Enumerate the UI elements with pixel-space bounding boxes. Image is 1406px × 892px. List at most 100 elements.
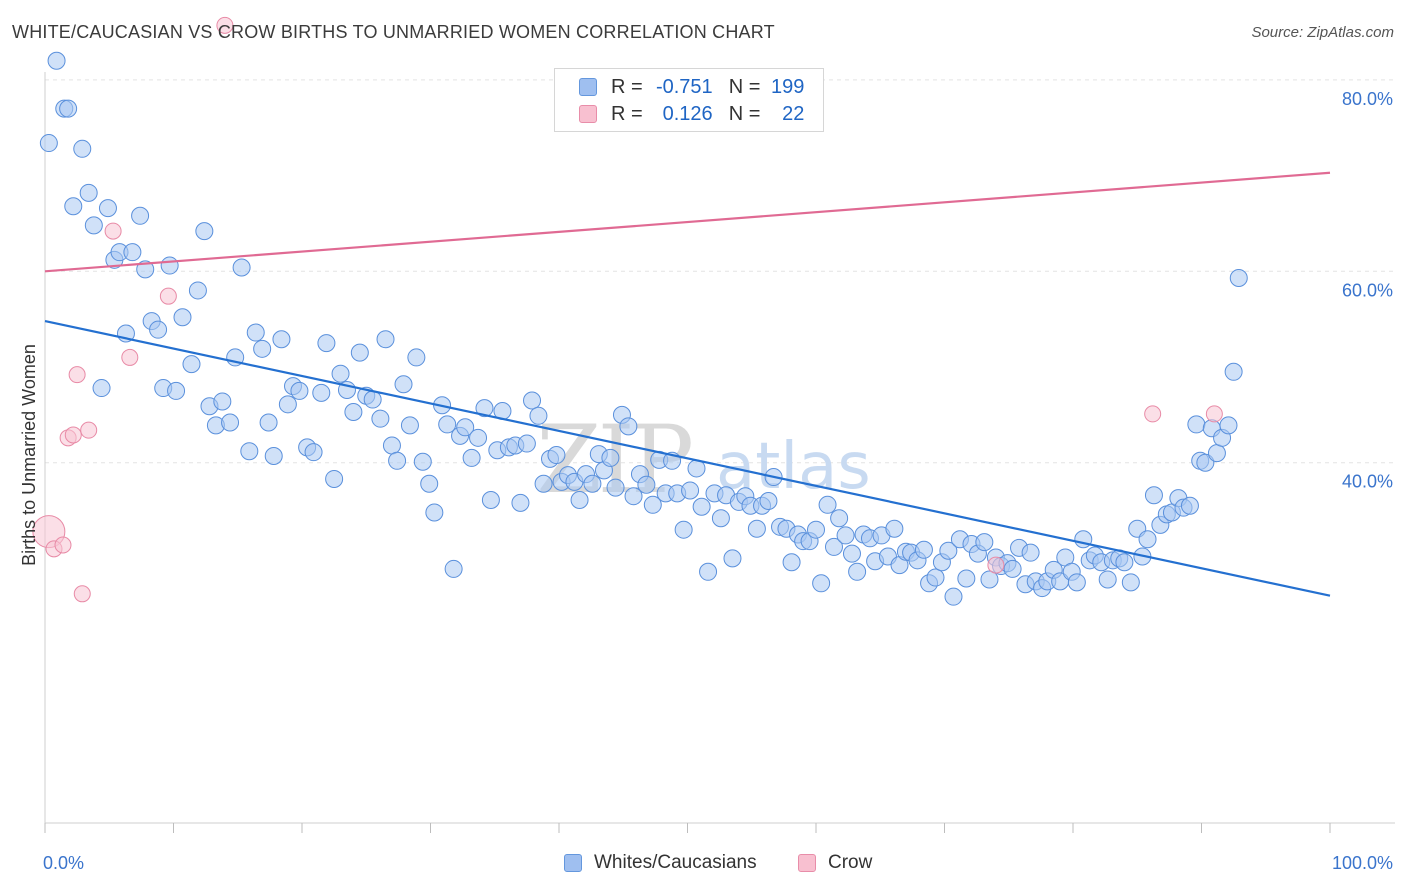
point-whites [413,452,432,471]
point-whites [400,416,419,435]
point-whites [848,562,867,581]
point-whites [149,320,168,339]
legend-r-label: R = [611,75,643,98]
point-whites [547,446,566,465]
legend-swatch-whites [579,78,597,96]
series-legend-label-whites: Whites/Caucasians [594,852,757,873]
point-whites [331,364,350,383]
point-whites [290,381,309,400]
point-whites [39,134,58,153]
point-whites [475,399,494,418]
legend-row-whites: R = -0.751 N = 199 [579,74,804,100]
point-whites [195,222,214,241]
axes: 40.0%60.0%80.0%100.0%0.0%100.0% [43,72,1395,873]
point-whites [711,509,730,528]
point-whites [47,51,66,70]
point-crow [68,366,86,384]
point-whites [73,139,92,158]
chart-title: WHITE/CAUCASIAN VS CROW BIRTHS TO UNMARR… [12,22,775,42]
point-whites [79,183,98,202]
stats-legend: R = -0.751 N = 199 R = 0.126 N = 22 [554,68,824,132]
point-crow [73,585,91,603]
series-legend-swatch-crow [798,854,816,872]
legend-r-label: R = [611,102,643,125]
point-whites [1229,268,1248,287]
legend-swatch-crow [579,105,597,123]
point-whites [173,308,192,327]
y-tick-label: 40.0% [1342,472,1393,492]
point-whites [213,392,232,411]
point-whites [444,559,463,578]
point-whites [681,481,700,500]
point-whites [325,469,344,488]
series-legend-label-crow: Crow [828,852,873,873]
point-whites [723,549,742,568]
point-whites [692,497,711,516]
legend-r-value-crow: 0.126 [662,102,713,125]
point-whites [407,348,426,367]
trendline-whites [44,319,1331,597]
point-whites [98,199,117,218]
point-whites [807,520,825,539]
point-whites [583,474,602,493]
point-whites [926,568,945,587]
point-whites [1067,573,1086,592]
point-whites [529,406,548,425]
series-legend: Whites/Caucasians Crow [0,852,1406,876]
point-whites [317,334,336,353]
data-points [32,16,1248,606]
point-whites [221,413,240,432]
y-tick-label: 80.0% [1342,89,1393,109]
series-legend-whites[interactable]: Whites/Caucasians [564,852,757,874]
point-whites [1144,486,1163,505]
point-whites [1180,496,1199,515]
point-whites [957,569,976,588]
point-whites [674,520,693,539]
point-whites [246,323,265,342]
point-whites [914,540,933,559]
point-whites [253,339,272,358]
point-whites [382,436,401,455]
point-whites [812,574,831,593]
point-whites [1098,570,1117,589]
point-crow [1205,405,1223,423]
point-whites [1138,530,1157,549]
point-whites [836,526,855,545]
point-whites [188,281,207,300]
series-legend-crow[interactable]: Crow [798,852,872,874]
legend-n-label: N = [728,75,761,98]
point-crow [121,348,139,366]
point-crow [64,426,82,444]
x-tick-label: 0.0% [43,853,84,873]
point-whites [824,537,843,556]
point-whites [240,442,259,461]
point-whites [637,475,656,494]
point-whites [469,428,488,447]
legend-n-label: N = [728,102,761,125]
point-whites [92,379,111,398]
point-whites [1219,416,1238,435]
point-whites [438,415,457,434]
point-whites [160,256,179,275]
point-whites [980,570,999,589]
point-whites [388,451,407,470]
point-whites [818,495,837,514]
point-whites [759,491,778,510]
point-whites [944,587,963,606]
point-whites [747,519,766,538]
y-tick-label: 60.0% [1342,280,1393,300]
point-whites [1187,415,1206,434]
point-crow [104,222,122,240]
point-whites [1196,453,1215,472]
point-whites [182,355,201,374]
point-whites [59,99,78,118]
point-whites [64,197,83,216]
legend-row-crow: R = 0.126 N = 22 [579,101,804,127]
point-whites [1121,573,1140,592]
point-whites [842,544,861,563]
point-whites [264,447,283,466]
point-whites [462,448,481,467]
point-whites [136,260,155,279]
point-whites [523,391,542,410]
